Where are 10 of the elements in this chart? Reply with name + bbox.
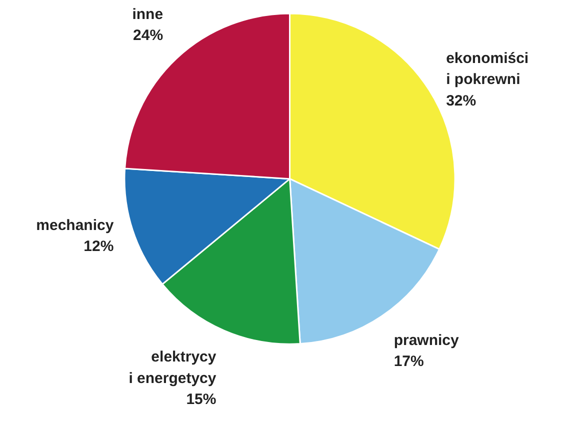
data-label: 17%	[394, 353, 424, 370]
slice-label: mechanicy	[36, 216, 114, 234]
data-label: 12%	[84, 238, 114, 256]
slice-label: elektrycy i energetycy	[128, 348, 217, 387]
data-label: 15%	[186, 391, 216, 408]
data-label: 32%	[446, 92, 476, 110]
slice-label: ekonomiści i pokrewni	[446, 50, 529, 88]
data-label: 24%	[133, 27, 164, 44]
slice-label: inne	[132, 6, 164, 23]
slice-label: prawnicy	[394, 332, 460, 349]
